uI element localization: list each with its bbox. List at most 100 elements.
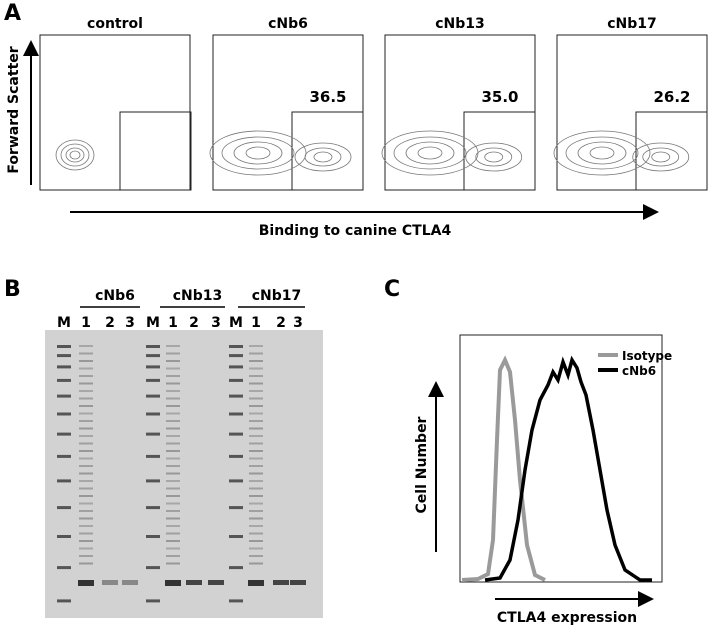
lysate-band xyxy=(249,547,263,550)
lane-label: 1 xyxy=(168,315,178,331)
lysate-band xyxy=(249,397,263,400)
contour xyxy=(209,130,307,176)
lysate-band xyxy=(249,502,263,505)
contour xyxy=(245,146,271,160)
lysate-band xyxy=(166,367,180,370)
lane-label: 2 xyxy=(276,315,286,331)
lysate-band xyxy=(166,532,180,535)
ladder-band xyxy=(146,599,160,603)
contour xyxy=(632,142,690,172)
panel-c: C Isotype cNb6 Cell Number CTLA4 express… xyxy=(384,277,672,626)
y-axis-label: Forward Scatter xyxy=(6,46,22,173)
contour xyxy=(69,150,81,160)
lysate-band xyxy=(166,495,180,497)
ladder-band xyxy=(57,365,71,369)
lysate-band xyxy=(79,547,93,550)
lysate-band xyxy=(249,360,263,362)
ladder-band xyxy=(146,454,160,458)
lysate-band xyxy=(166,547,180,550)
lysate-band xyxy=(166,390,180,392)
lysate-band xyxy=(249,367,263,370)
contour xyxy=(405,141,455,165)
lysate-band xyxy=(79,345,93,347)
lysate-band xyxy=(79,562,93,565)
ladder-band xyxy=(229,412,243,416)
lysate-band xyxy=(249,442,263,445)
lysate-band xyxy=(166,555,180,557)
lysate-band xyxy=(166,487,180,490)
lane-label: M xyxy=(57,315,71,331)
lysate-band xyxy=(249,525,263,527)
lane-label: 3 xyxy=(211,315,221,331)
lane-label: 2 xyxy=(105,315,115,331)
lysate-band xyxy=(166,382,180,385)
ladder-band xyxy=(229,354,243,358)
lysate-band xyxy=(249,352,263,355)
lysate-band xyxy=(166,540,180,542)
lysate-band xyxy=(166,457,180,460)
contour xyxy=(484,151,504,163)
plot-title: cNb6 xyxy=(268,16,308,32)
gate xyxy=(291,111,364,191)
gate-value: 35.0 xyxy=(481,88,518,106)
ladder-band xyxy=(57,454,71,458)
ladder-band xyxy=(146,412,160,416)
contour xyxy=(313,151,333,163)
lysate-band xyxy=(79,420,93,422)
lysate-band xyxy=(79,412,93,415)
lysate-band xyxy=(249,555,263,557)
lysate-band xyxy=(79,427,93,430)
lysate-band xyxy=(249,375,263,377)
lysate-band xyxy=(249,427,263,430)
lysate-band xyxy=(249,487,263,490)
lysate-band xyxy=(79,480,93,482)
ladder-band xyxy=(229,365,243,369)
lysate-band xyxy=(166,397,180,400)
lysate-band xyxy=(166,480,180,482)
group-label: cNb13 xyxy=(173,288,223,304)
protein-band xyxy=(208,580,224,585)
lane-label: M xyxy=(146,315,160,331)
lysate-band xyxy=(249,435,263,437)
lysate-band xyxy=(79,382,93,385)
ladder-band xyxy=(146,479,160,483)
cnb6-histogram xyxy=(484,355,652,582)
lysate-band xyxy=(249,495,263,497)
gate xyxy=(635,111,708,191)
ladder-band xyxy=(57,345,71,348)
lysate-band xyxy=(79,352,93,355)
lysate-band xyxy=(249,517,263,520)
lysate-band xyxy=(79,525,93,527)
lysate-band xyxy=(249,390,263,392)
group-label: cNb17 xyxy=(252,288,302,304)
panel-label: A xyxy=(4,1,21,26)
contour xyxy=(221,136,295,170)
lysate-band xyxy=(79,555,93,557)
contour xyxy=(475,147,513,167)
lysate-band xyxy=(79,360,93,362)
ladder-band xyxy=(57,479,71,483)
contour xyxy=(553,130,651,176)
y-axis-label: Cell Number xyxy=(414,416,430,513)
lysate-band xyxy=(79,502,93,505)
lysate-band xyxy=(249,382,263,385)
contour xyxy=(589,146,615,160)
gate-value: 36.5 xyxy=(309,88,346,106)
lysate-band xyxy=(79,487,93,490)
lysate-band xyxy=(249,562,263,565)
isotype-histogram xyxy=(461,355,546,582)
ladder-band xyxy=(146,394,160,398)
x-axis-label: CTLA4 expression xyxy=(497,610,637,626)
lysate-band xyxy=(166,442,180,445)
protein-band xyxy=(273,580,289,585)
ladder-band xyxy=(146,345,160,348)
lysate-band xyxy=(166,412,180,415)
gate xyxy=(463,111,536,191)
lysate-band xyxy=(166,405,180,407)
protein-band xyxy=(165,580,181,586)
lysate-band xyxy=(79,517,93,520)
contour xyxy=(651,151,671,163)
gate-value: 26.2 xyxy=(653,88,690,106)
contour xyxy=(233,141,283,165)
